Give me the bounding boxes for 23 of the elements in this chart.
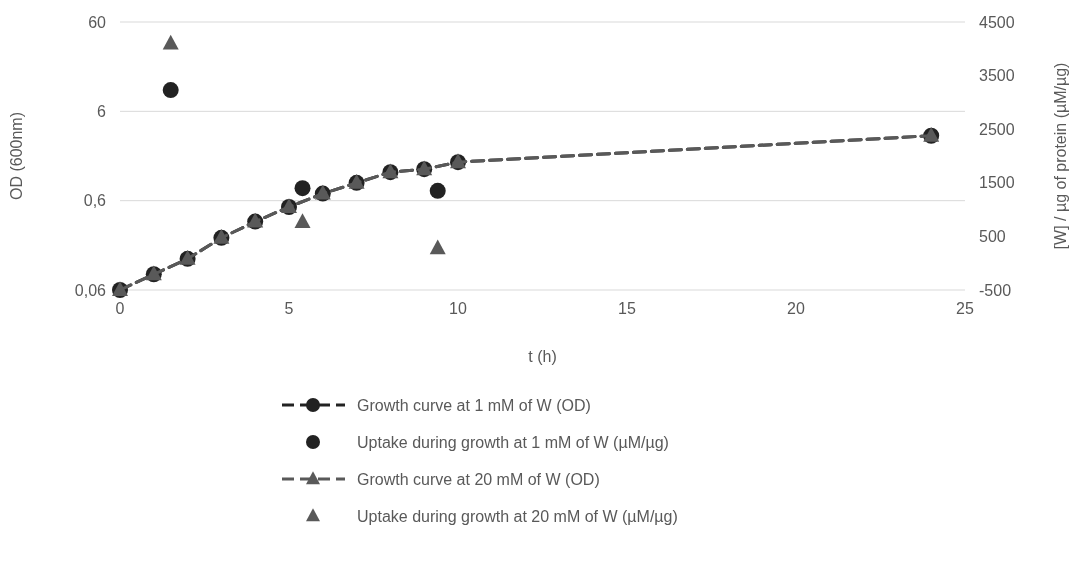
y-tick-label: 0,6 bbox=[83, 192, 107, 210]
y2-tick-label: -500 bbox=[979, 281, 1012, 299]
y2-tick-label: 1500 bbox=[979, 174, 1015, 192]
legend-label: Growth curve at 1 mM of W (OD) bbox=[357, 396, 591, 414]
legend-label: Uptake during growth at 20 mM of W (µM/µg) bbox=[357, 507, 678, 525]
y-axis-title: OD (600nm) bbox=[8, 111, 25, 201]
x-tick-label: 20 bbox=[787, 300, 805, 317]
y2-tick-label: 500 bbox=[979, 228, 1006, 245]
x-axis-title: t (h) bbox=[528, 348, 557, 365]
y2-tick-label: 4500 bbox=[979, 13, 1015, 31]
y2-tick-label: 3500 bbox=[979, 67, 1015, 85]
x-tick-label: 25 bbox=[956, 300, 974, 317]
y-tick-label: 60 bbox=[88, 13, 107, 31]
x-tick-label: 10 bbox=[449, 300, 467, 317]
x-tick-label: 15 bbox=[618, 300, 636, 317]
y2-axis-title: [W] / µg of protein (µM/µg) bbox=[1052, 62, 1069, 250]
y-tick-label: 0,06 bbox=[74, 281, 107, 299]
x-tick-label: 0 bbox=[115, 300, 125, 317]
legend-label: Uptake during growth at 1 mM of W (µM/µg) bbox=[357, 433, 669, 451]
x-tick-label: 5 bbox=[284, 300, 294, 317]
y-tick-label: 6 bbox=[97, 102, 107, 120]
legend-label: Growth curve at 20 mM of W (OD) bbox=[357, 470, 600, 488]
y2-tick-label: 2500 bbox=[979, 120, 1015, 138]
